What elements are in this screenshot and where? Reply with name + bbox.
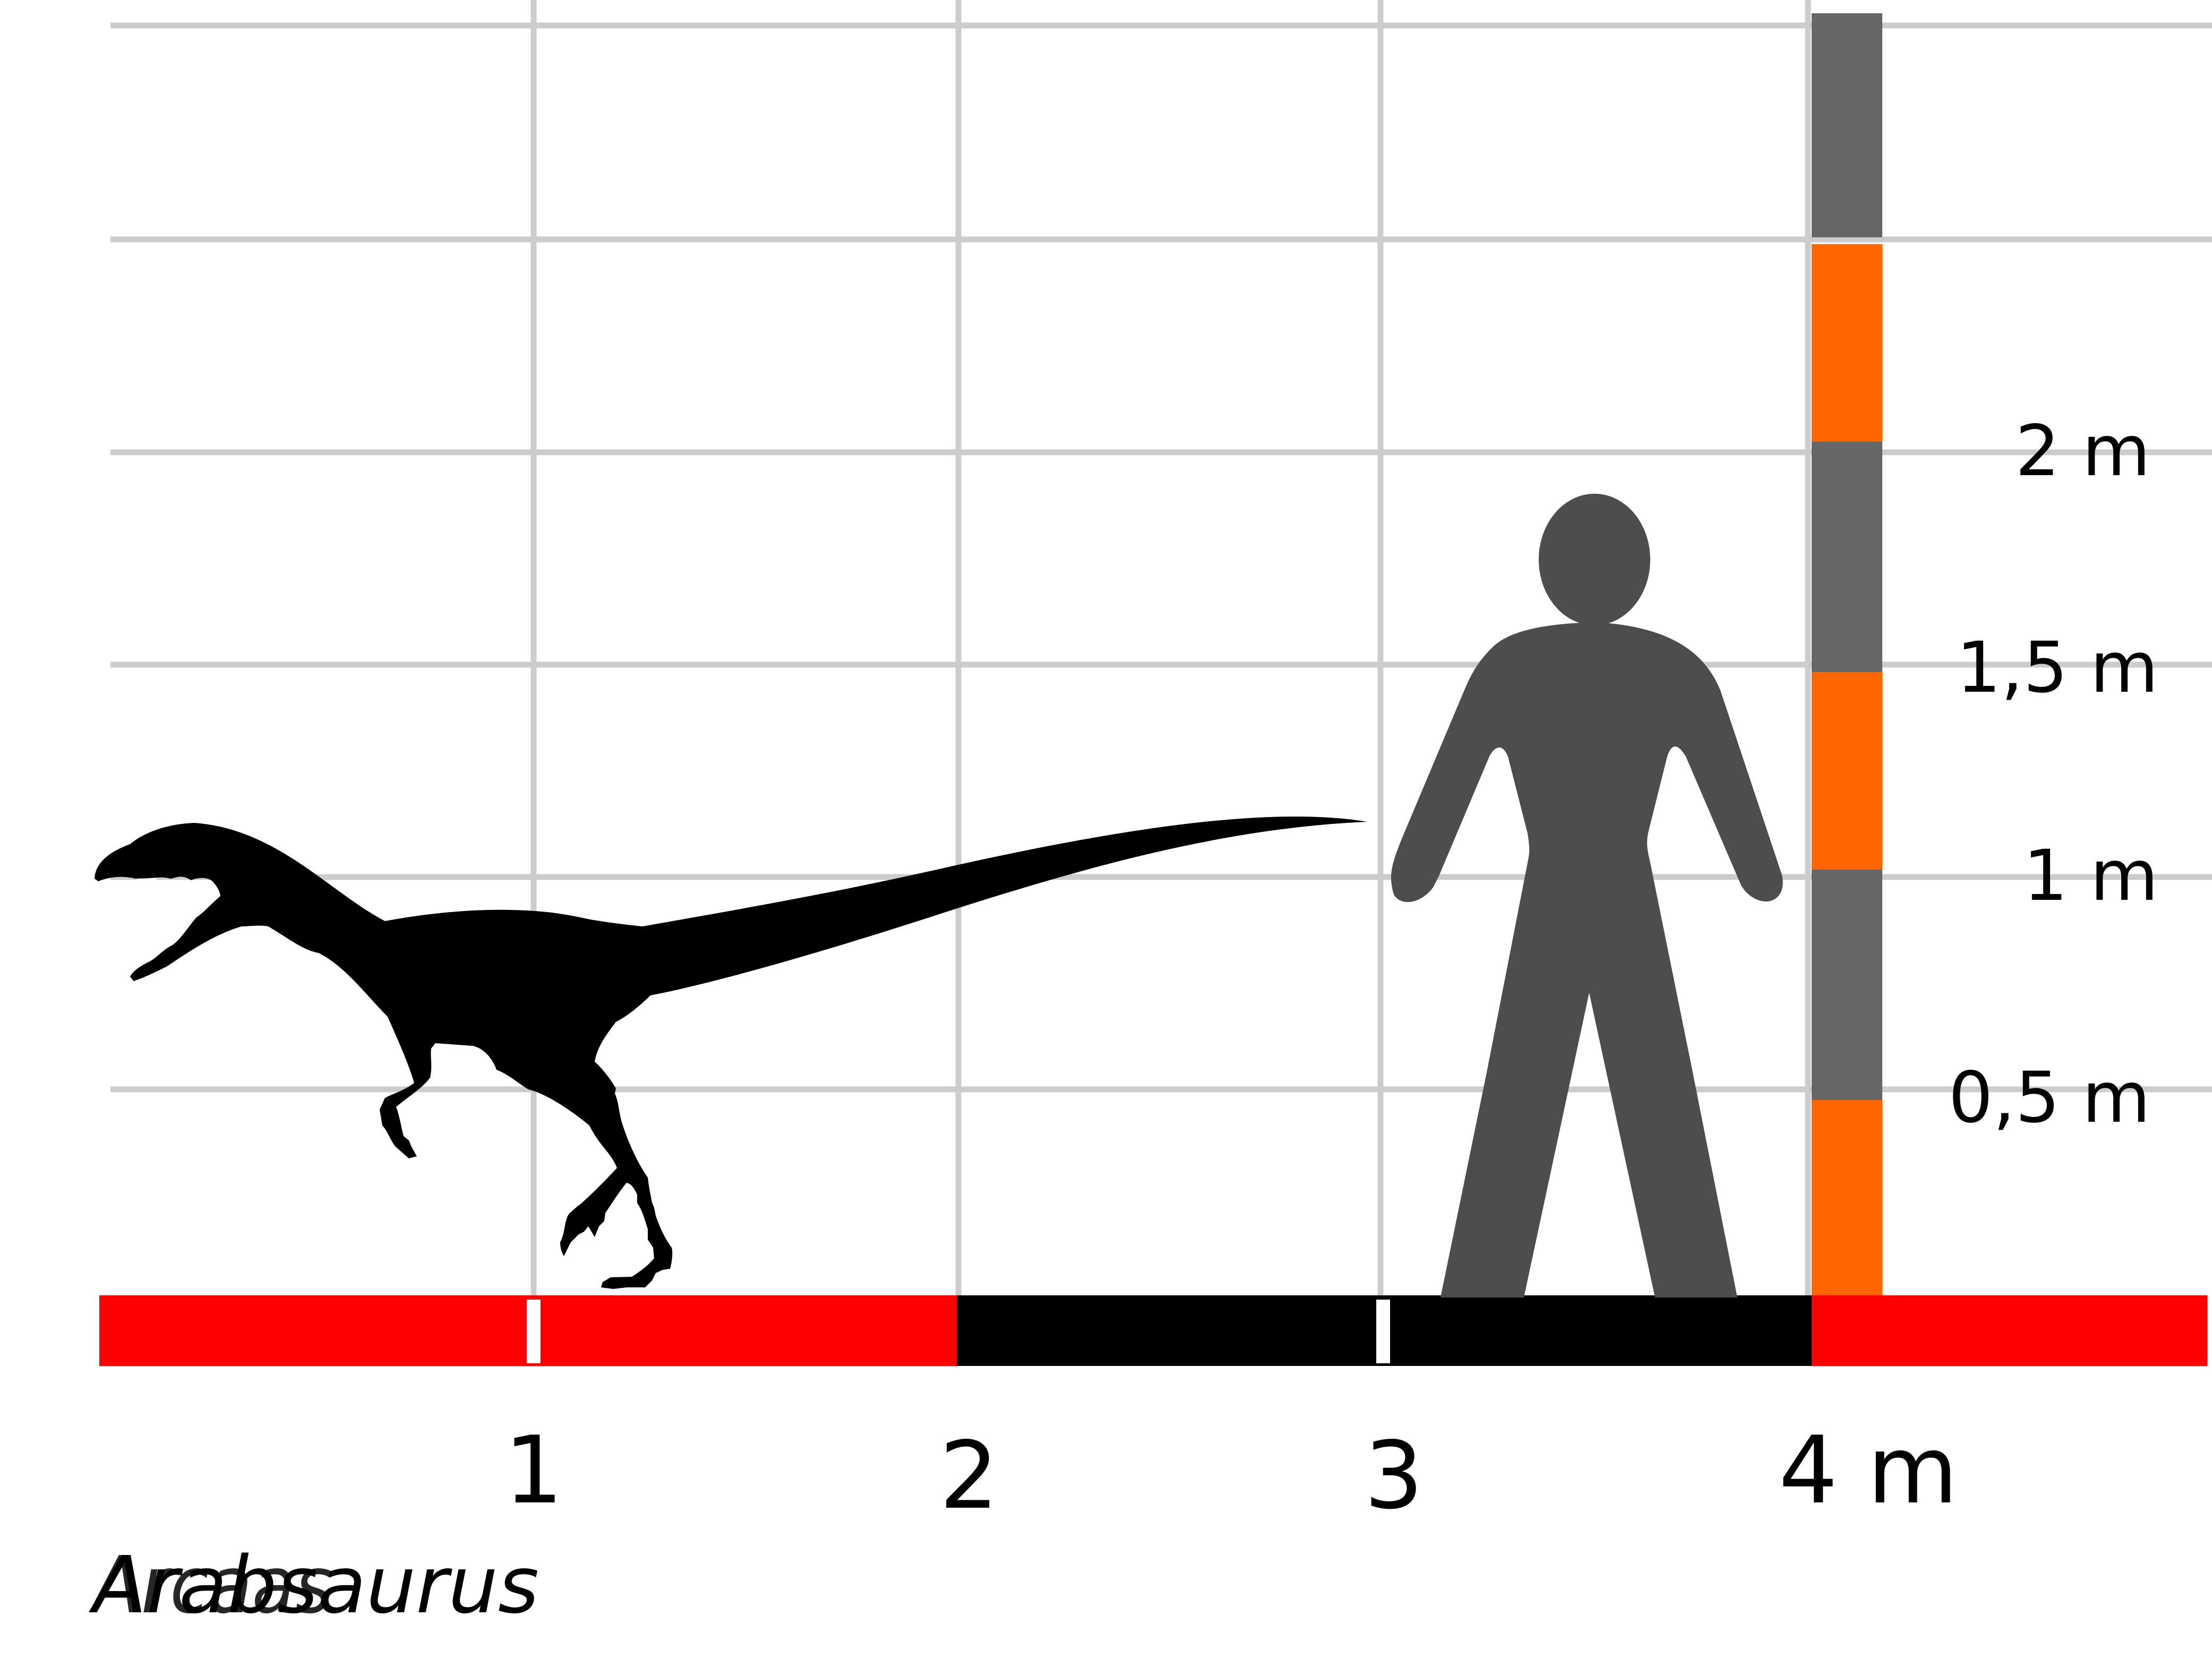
- ruler-segment: [1812, 672, 1882, 870]
- taxon-name-overlay: Arcaas: [89, 1540, 332, 1631]
- ruler-segment: [1812, 13, 1882, 237]
- vertical-scale-labels: 2 m 1,5 m 1 m 0,5 m: [1949, 410, 2158, 1139]
- scale-bar-tick: [1376, 1300, 1390, 1363]
- v-tick-label: 2 m: [2015, 410, 2150, 492]
- human-head: [1539, 494, 1650, 625]
- v-tick-label: 1,5 m: [1957, 627, 2158, 709]
- ruler-segment: [1812, 442, 1882, 672]
- h-tick-label: 3: [1364, 1422, 1423, 1530]
- v-tick-label: 0,5 m: [1949, 1057, 2150, 1139]
- human-silhouette-icon: [1391, 494, 1783, 1297]
- ruler-segment: [1812, 870, 1882, 1100]
- horizontal-scale-bar: [99, 1295, 2207, 1366]
- h-tick-label: 1: [504, 1417, 563, 1525]
- scale-bar-segment: [1812, 1295, 2207, 1366]
- ruler-segment: [1812, 1100, 1882, 1297]
- taxon-label-group: Arabsaurus Arcaas: [89, 1540, 539, 1631]
- grid: [110, 0, 2212, 1295]
- taxon-name: Arabsaurus: [89, 1540, 539, 1631]
- vertical-scale-ruler: [1812, 13, 1882, 1297]
- h-tick-label: 4 m: [1779, 1417, 1958, 1525]
- v-tick-label: 1 m: [2023, 835, 2158, 917]
- h-tick-label: 2: [939, 1422, 998, 1530]
- ruler-segment: [1812, 244, 1882, 442]
- theropod-silhouette-icon: [95, 816, 1367, 1289]
- horizontal-scale-labels: 1 2 3 4 m: [504, 1417, 1958, 1530]
- scale-bar-tick: [527, 1300, 541, 1363]
